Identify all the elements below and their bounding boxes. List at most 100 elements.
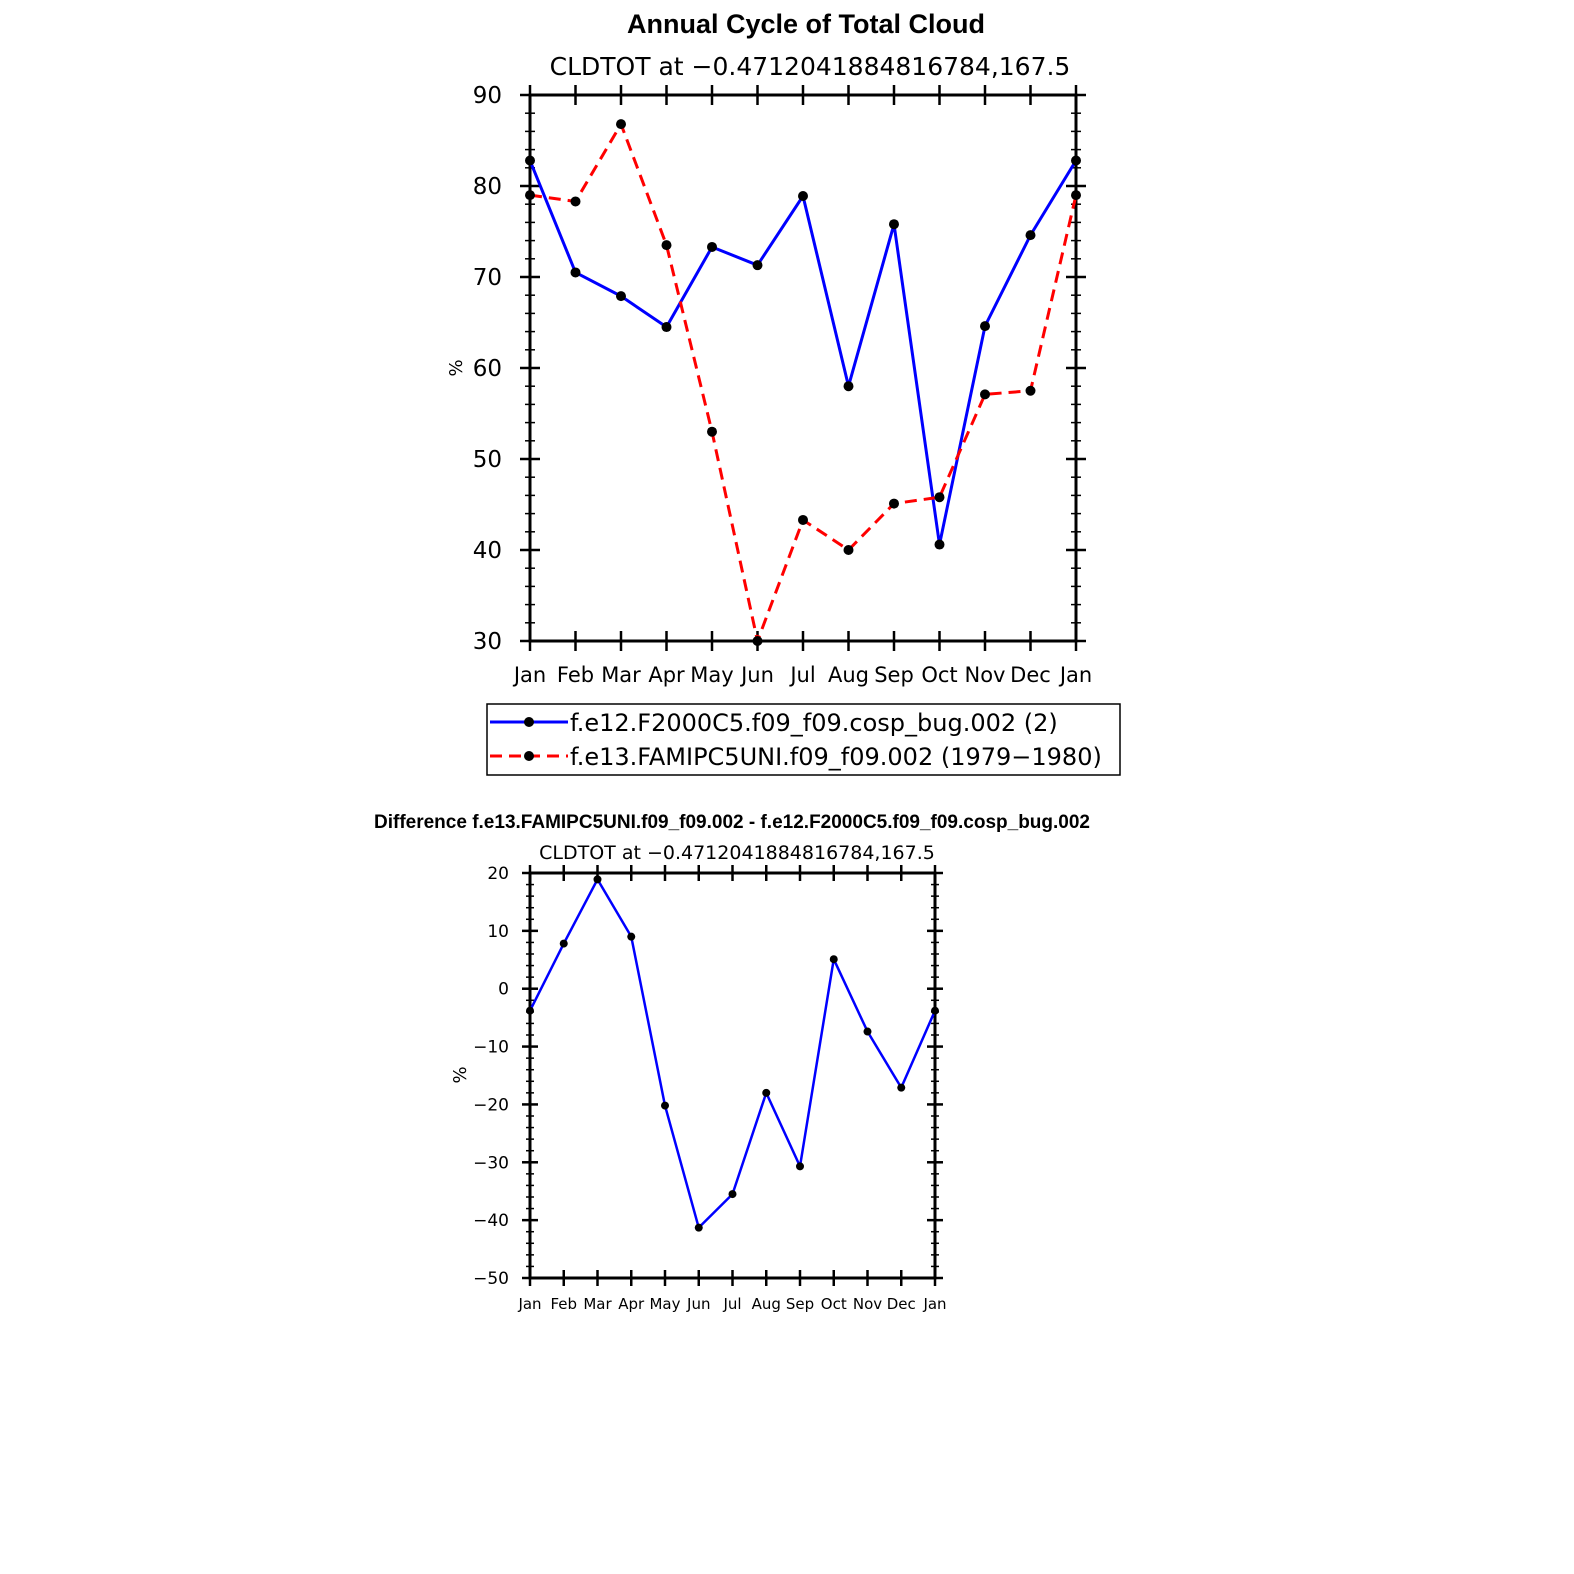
difference-x-tick-labels: Jan Feb Mar Apr May Jun Jul Aug Sep Oct Nov Dec Jan (517, 1295, 946, 1313)
y-tick-label: 70 (473, 265, 502, 291)
data-point (980, 321, 990, 332)
data-point (889, 219, 899, 230)
x-tick-label: Mar (601, 663, 641, 687)
chart-title: Annual Cycle of Total Cloud (627, 9, 985, 39)
data-point (752, 636, 763, 646)
y-tick-label: 40 (473, 538, 502, 564)
x-tick-label: Apr (618, 1295, 645, 1313)
x-tick-label: Dec (887, 1295, 916, 1313)
x-tick-label: Jan (1058, 663, 1092, 687)
data-point (728, 1190, 737, 1199)
x-tick-label: Nov (965, 663, 1006, 687)
data-point (1025, 230, 1036, 241)
data-point (616, 291, 626, 302)
legend-label-series-1: f.e12.F2000C5.f09_f09.cosp_bug.002 (2) (570, 709, 1058, 737)
x-tick-label: Jan (517, 1295, 541, 1313)
data-point (843, 545, 854, 555)
x-tick-label: Aug (752, 1295, 781, 1313)
y-tick-label: 30 (473, 629, 502, 655)
data-point (661, 322, 672, 333)
difference-axis-ticks (522, 865, 943, 1286)
x-tick-label: Feb (557, 663, 594, 687)
y-tick-label: −50 (473, 1269, 509, 1289)
x-tick-label: May (649, 1295, 680, 1313)
y-tick-labels: 30 40 50 60 70 80 90 (473, 83, 502, 655)
x-tick-label: Sep (874, 663, 914, 687)
axis-ticks (520, 85, 1086, 651)
data-point (863, 1027, 872, 1036)
x-tick-label: Jun (739, 663, 774, 687)
x-tick-label: Jul (722, 1295, 741, 1313)
data-point (593, 875, 602, 884)
x-tick-label: Mar (583, 1295, 612, 1313)
x-tick-label: Dec (1010, 663, 1051, 687)
data-point (1025, 385, 1036, 396)
legend: f.e12.F2000C5.f09_f09.cosp_bug.002 (2) f… (486, 703, 1121, 776)
data-point (694, 1223, 703, 1232)
difference-series-group (526, 875, 939, 1232)
data-point (934, 492, 945, 503)
data-point (525, 190, 535, 201)
x-tick-labels: Jan Feb Mar Apr May Jun Jul Aug Sep Oct Nov Dec Jan (512, 663, 1092, 687)
data-point (661, 1101, 669, 1110)
data-point (798, 191, 808, 202)
y-tick-label: 20 (487, 864, 509, 884)
difference-y-tick-labels: −50 −40 −30 −20 −10 0 10 20 (473, 864, 509, 1289)
data-point (796, 1162, 804, 1171)
data-point (829, 955, 838, 964)
y-tick-label: 80 (473, 174, 502, 200)
data-point (762, 1088, 771, 1097)
x-tick-label: Apr (648, 663, 685, 687)
x-tick-label: Jan (512, 663, 546, 687)
x-tick-label: Nov (853, 1295, 882, 1313)
x-tick-label: Sep (786, 1295, 814, 1313)
data-point (897, 1083, 906, 1092)
y-tick-label: 10 (487, 922, 509, 942)
y-tick-label: 50 (473, 447, 502, 473)
x-tick-label: Jan (922, 1295, 946, 1313)
y-tick-label: 60 (473, 356, 502, 382)
difference-chart: Difference f.e13.FAMIPC5UNI.f09_f09.002 … (374, 812, 1090, 1313)
data-point (570, 267, 581, 278)
data-point (843, 381, 854, 392)
data-point (1071, 190, 1081, 201)
data-point (889, 498, 899, 509)
data-point (627, 932, 636, 941)
annual-cycle-chart: Annual Cycle of Total Cloud CLDTOT at −0… (446, 9, 1121, 776)
difference-chart-subtitle: CLDTOT at −0.4712041884816784,167.5 (539, 842, 935, 864)
data-point (526, 1006, 534, 1015)
data-point (616, 119, 626, 130)
legend-marker-series-1 (524, 717, 534, 727)
x-tick-label: Feb (550, 1295, 577, 1313)
data-point (931, 1006, 939, 1015)
y-tick-label: 90 (473, 83, 502, 109)
data-point (1071, 155, 1081, 166)
data-point (752, 260, 763, 271)
x-tick-label: Oct (821, 1295, 847, 1313)
data-point (707, 426, 717, 437)
data-point (798, 514, 808, 525)
legend-label-series-2: f.e13.FAMIPC5UNI.f09_f09.002 (1979−1980) (570, 743, 1102, 771)
x-tick-label: Jun (686, 1295, 710, 1313)
y-tick-label: −40 (473, 1211, 509, 1231)
y-axis-label: % (446, 359, 467, 376)
difference-chart-title: Difference f.e13.FAMIPC5UNI.f09_f09.002 … (374, 812, 1090, 833)
chart-subtitle: CLDTOT at −0.4712041884816784,167.5 (550, 52, 1071, 81)
y-tick-label: 0 (498, 980, 509, 1000)
x-tick-label: Oct (921, 663, 957, 687)
x-tick-label: Aug (828, 663, 869, 687)
data-point (980, 389, 990, 400)
legend-box (486, 703, 1121, 776)
difference-y-axis-label: % (450, 1066, 471, 1083)
series-group (525, 119, 1081, 646)
data-point (661, 240, 672, 251)
y-tick-label: −30 (473, 1153, 509, 1173)
legend-marker-series-2 (524, 751, 534, 761)
data-point (934, 539, 945, 550)
y-tick-label: −10 (473, 1038, 509, 1058)
x-tick-label: Jul (788, 663, 815, 687)
data-point (570, 196, 581, 207)
y-tick-label: −20 (473, 1095, 509, 1115)
data-point (559, 939, 568, 948)
